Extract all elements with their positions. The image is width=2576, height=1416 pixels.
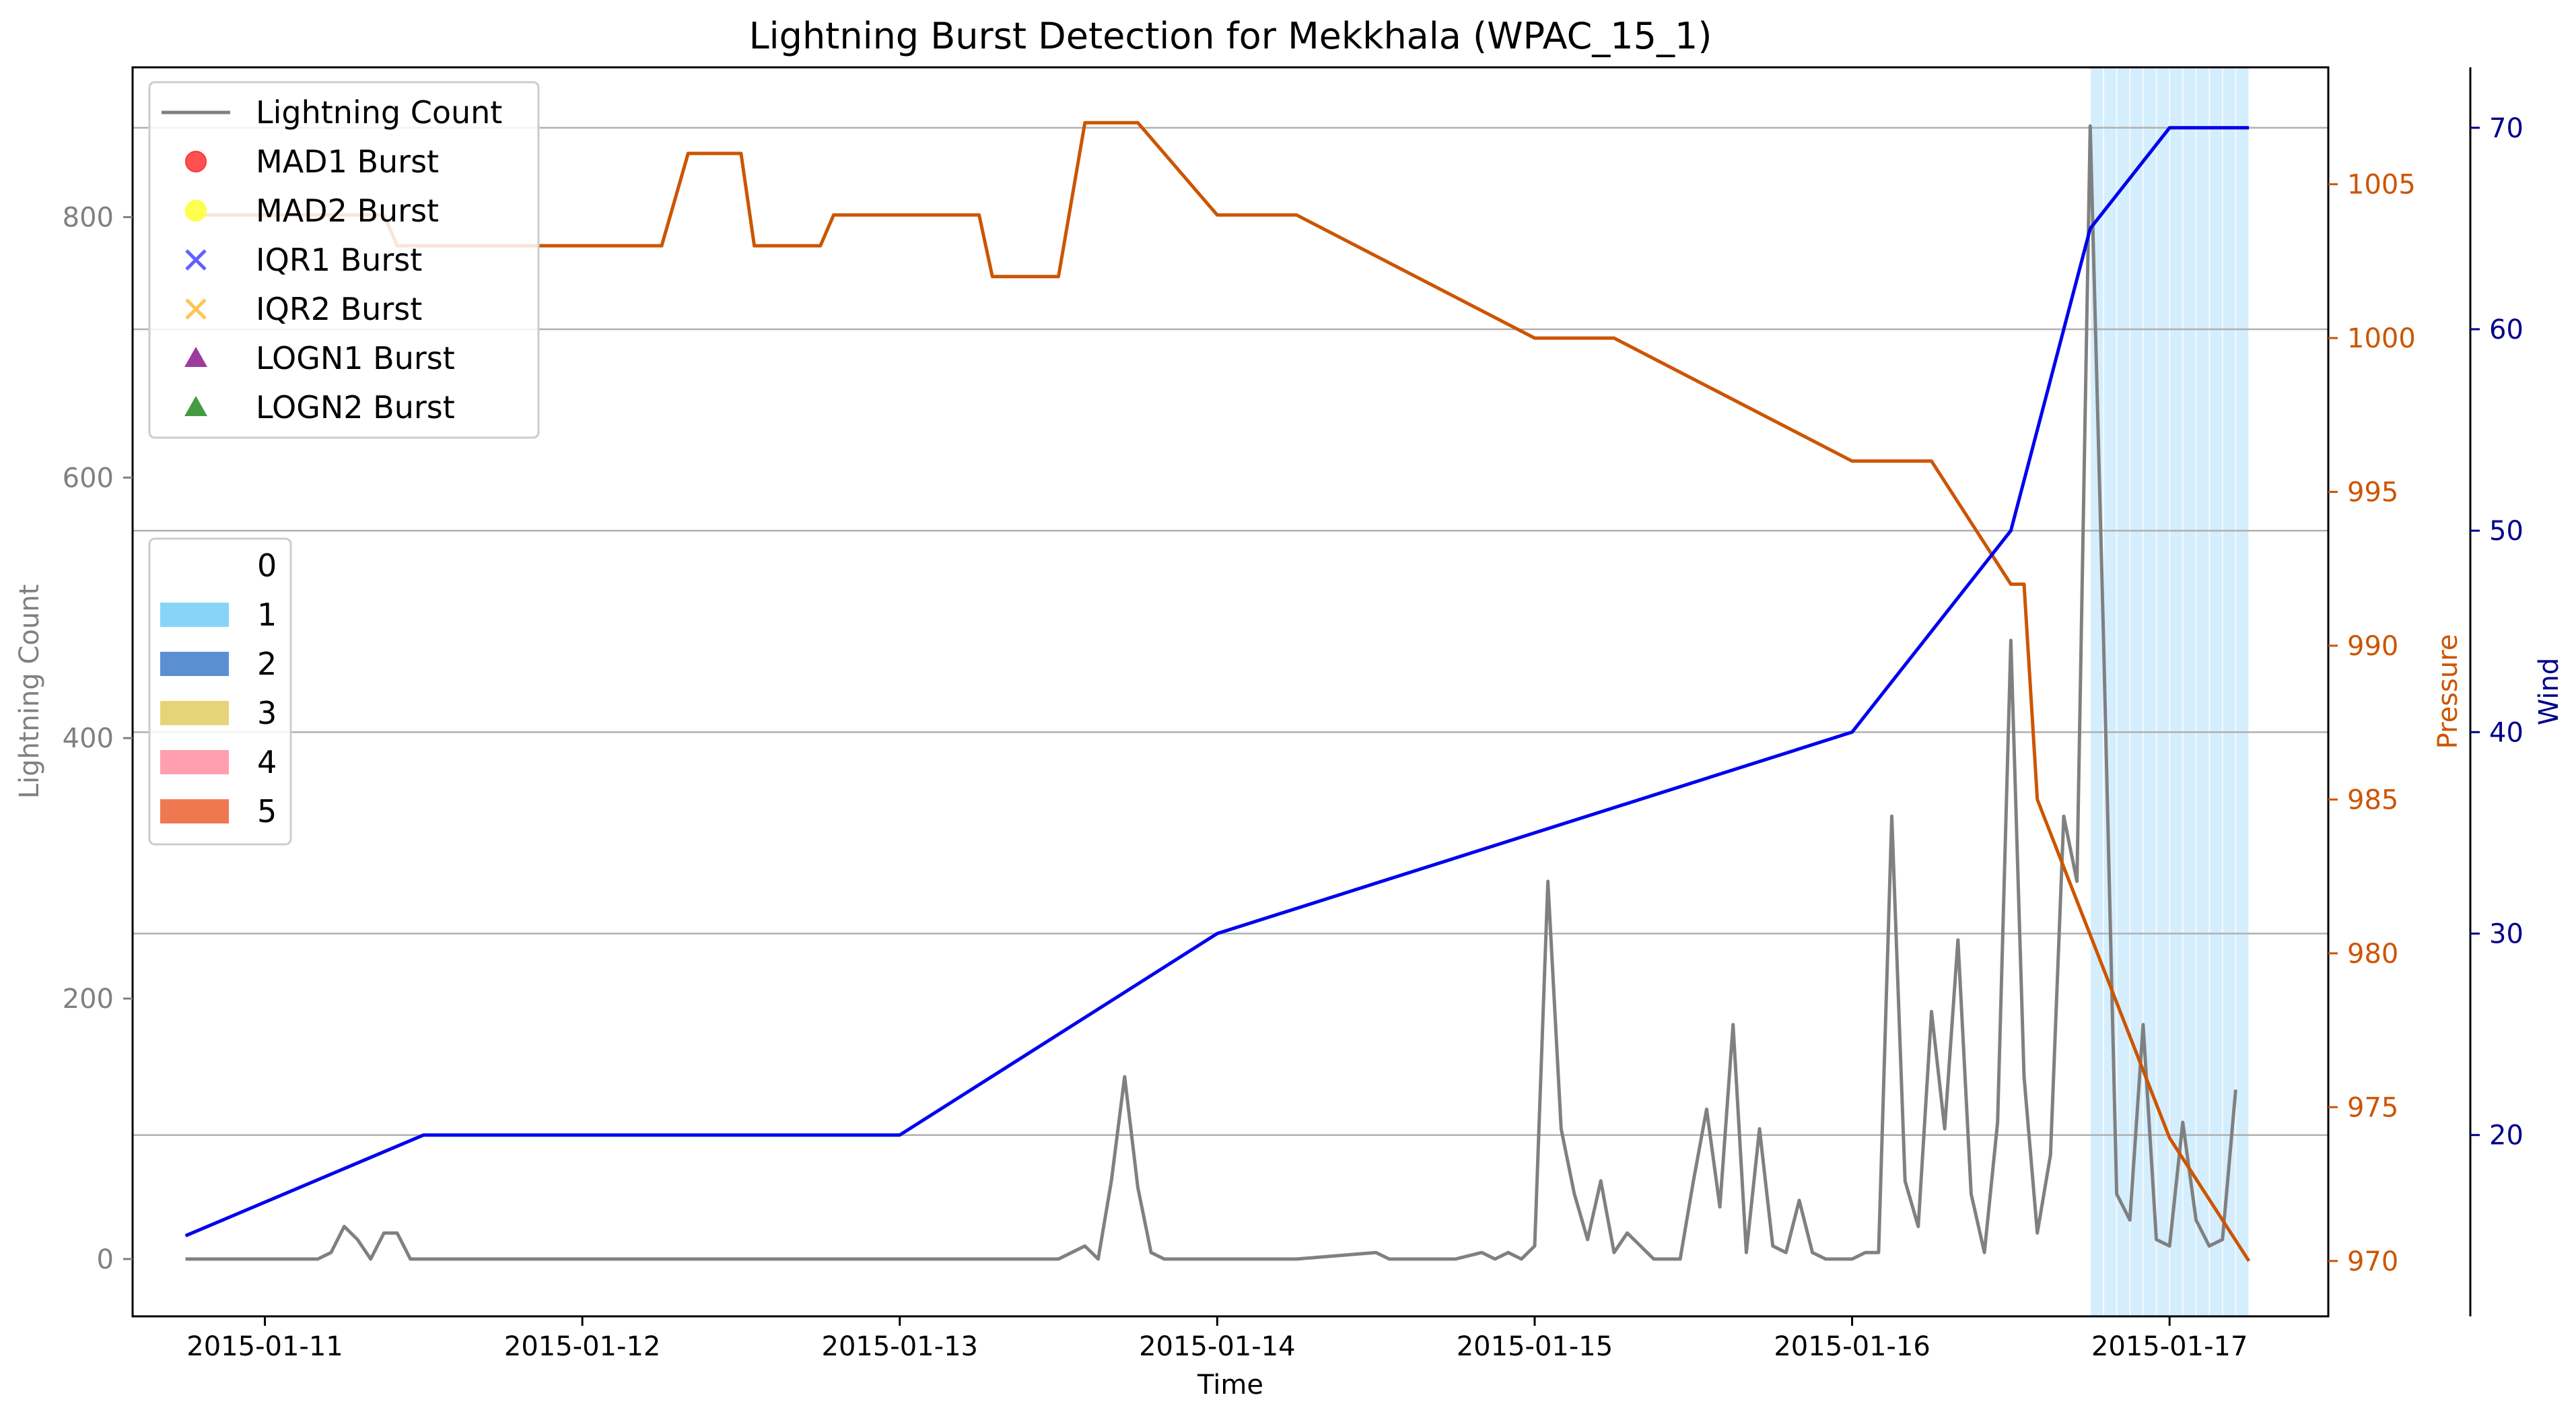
legend-categories: 0 1 2 3 4 5 (148, 537, 292, 846)
legend-category-swatch (160, 750, 229, 774)
legend-category-label: 0 (257, 547, 277, 584)
legend-marker-label: MAD1 Burst (256, 143, 439, 180)
x-tick-label: 2015-01-17 (2091, 1331, 2248, 1362)
x-tick-label: 2015-01-16 (1774, 1331, 1930, 1362)
x-tick-label: 2015-01-11 (186, 1331, 343, 1362)
legend-marker-label: IQR2 Burst (256, 291, 422, 327)
pressure-tick-label: 1000 (2347, 323, 2416, 354)
legend-marker-label: LOGN2 Burst (256, 389, 455, 426)
wind-tick-label: 40 (2489, 717, 2523, 748)
series-line-wind (184, 126, 2250, 1238)
chart-title: Lightning Burst Detection for Mekkhala (… (749, 15, 1712, 57)
pressure-axis: 970 975 980 985 990 995 1000 1005 (2328, 170, 2416, 1277)
legend-marker-label: LOGN1 Burst (256, 340, 455, 376)
legend-category-label: 4 (257, 744, 277, 780)
x-tick-label: 2015-01-15 (1457, 1331, 1613, 1362)
legend-category-label: 2 (257, 646, 277, 682)
pressure-tick-label: 975 (2347, 1092, 2398, 1123)
wind-tick-label: 30 (2489, 919, 2523, 950)
y-axis-label-lightning: Lightning Count (14, 584, 45, 799)
legend-category-swatch (160, 701, 229, 725)
plot-frame (131, 66, 2330, 1318)
wind-tick-label: 50 (2489, 516, 2523, 547)
legend-category-swatch (160, 652, 229, 676)
pressure-tick-label: 985 (2347, 784, 2398, 815)
legend-category-swatch (160, 553, 229, 578)
wind-tick-label: 60 (2489, 314, 2523, 345)
wind-tick-label: 20 (2489, 1120, 2523, 1151)
legend-category-swatch (160, 799, 229, 823)
x-tick-label: 2015-01-13 (822, 1331, 978, 1362)
x-axis-label: Time (1197, 1370, 1263, 1401)
pressure-tick-label: 990 (2347, 631, 2398, 662)
burst-category-shading (2089, 67, 2250, 1316)
x-tick-label: 2015-01-14 (1139, 1331, 1295, 1362)
y-left-tick-label: 400 (63, 723, 114, 754)
lightning-count-axis: 0 200 400 600 800 (63, 202, 133, 1275)
y-axis-label-pressure: Pressure (2433, 634, 2464, 749)
legend-triangle-marker (184, 396, 207, 416)
y-axis-label-wind: Wind (2534, 658, 2565, 726)
y-left-tick-label: 600 (63, 463, 114, 494)
legend-marker-label: IQR1 Burst (256, 242, 422, 278)
wind-axis: 20 30 40 50 60 70 (2470, 113, 2523, 1151)
legend-category-label: 3 (257, 695, 277, 731)
legend-burst-markers: Lightning Count MAD1 Burst MAD2 Burst IQR1 … (148, 81, 540, 439)
legend-markers-frame (148, 81, 540, 439)
legend-x-marker (185, 298, 207, 320)
series-line-pressure (185, 121, 2251, 1262)
pressure-tick-label: 995 (2347, 477, 2398, 508)
series-line-lightning-count (185, 124, 2237, 1261)
pressure-tick-label: 1005 (2347, 170, 2416, 201)
legend-category-swatch (160, 603, 229, 627)
legend-circle-marker (185, 151, 207, 172)
legend-marker-label: MAD2 Burst (256, 193, 439, 229)
pressure-tick-label: 980 (2347, 939, 2398, 970)
y-left-tick-label: 0 (97, 1244, 114, 1275)
y-left-tick-label: 200 (63, 984, 114, 1015)
legend-marker-label: Lightning Count (256, 94, 502, 131)
pressure-tick-label: 970 (2347, 1246, 2398, 1277)
legend-category-label: 5 (257, 793, 277, 830)
wind-tick-label: 70 (2489, 113, 2523, 144)
legend-x-marker (185, 249, 207, 271)
legend-circle-marker (185, 200, 207, 222)
legend-category-label: 1 (257, 597, 277, 633)
legend-triangle-marker (184, 347, 207, 367)
x-axis: 2015-01-11 2015-01-12 2015-01-13 2015-01-14… (186, 1316, 2248, 1362)
y-left-tick-label: 800 (63, 202, 114, 233)
series-lines (184, 121, 2251, 1262)
x-tick-label: 2015-01-12 (504, 1331, 660, 1362)
